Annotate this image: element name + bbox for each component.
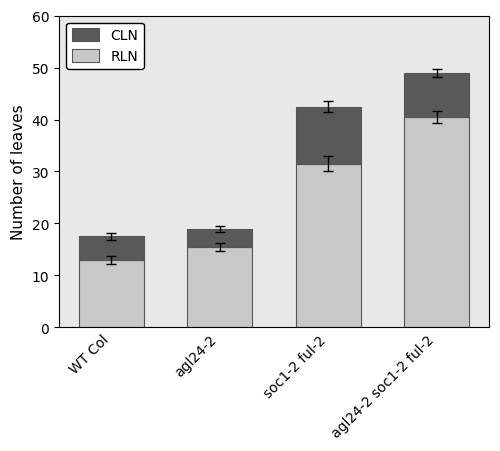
- Bar: [296, 107, 361, 164]
- Bar: [78, 237, 144, 260]
- Bar: [404, 118, 469, 327]
- Y-axis label: Number of leaves: Number of leaves: [11, 105, 26, 240]
- Bar: [404, 74, 469, 118]
- Bar: [296, 164, 361, 327]
- Bar: [187, 229, 252, 247]
- Bar: [187, 247, 252, 327]
- Legend: CLN, RLN: CLN, RLN: [66, 23, 144, 69]
- Bar: [78, 260, 144, 327]
